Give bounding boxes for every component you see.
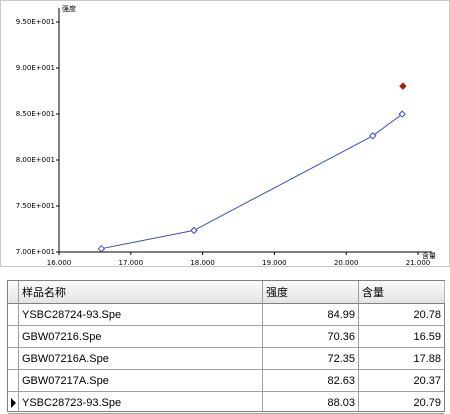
cell-name[interactable]: GBW07216.Spe: [22, 331, 102, 343]
table[interactable]: 样品名称 强度 含量 YSBC28724-93.Spe 84.99 20.78 GBW072…: [8, 281, 445, 414]
cell-value[interactable]: 72.35: [327, 353, 355, 365]
column-header: 样品名称: [22, 285, 66, 299]
cell-name[interactable]: GBW07216A.Spe: [22, 353, 109, 365]
x-tick-label: 20.000: [334, 259, 359, 267]
y-tick-label: 9.50E+001: [16, 18, 55, 26]
data-point: [369, 132, 377, 140]
cell-value[interactable]: 20.79: [413, 397, 441, 409]
cell-value[interactable]: 20.78: [413, 309, 441, 321]
data-point: [190, 226, 198, 235]
cell-value[interactable]: 82.63: [327, 375, 355, 387]
column-header: 含量: [362, 285, 384, 299]
cell-name[interactable]: YSBC28724-93.Spe: [22, 309, 121, 321]
y-tick-label: 8.50E+001: [16, 110, 55, 118]
cell-name[interactable]: YSBC28723-93.Spe: [22, 397, 121, 409]
y-tick-label: 7.50E+001: [16, 202, 55, 210]
cell-value[interactable]: 20.37: [413, 375, 441, 387]
row-indicator: [11, 398, 16, 408]
x-tick-label: 16.000: [47, 259, 72, 267]
cell-value[interactable]: 84.99: [327, 309, 355, 321]
y-tick-label: 9.00E+001: [16, 64, 55, 72]
data-point: [398, 110, 406, 118]
x-tick-label: 21.000: [406, 259, 431, 267]
cell-value[interactable]: 17.88: [413, 353, 441, 365]
cell-value[interactable]: 70.36: [327, 331, 355, 343]
data-point: [97, 244, 106, 253]
y-tick-label: 8.00E+001: [16, 156, 55, 164]
cell-value[interactable]: 88.03: [327, 397, 355, 409]
x-tick-label: 18.000: [190, 259, 215, 267]
header-row: [8, 281, 445, 303]
cell-name[interactable]: GBW07217A.Spe: [22, 375, 109, 387]
x-tick-label: 17.000: [119, 259, 144, 267]
column-header: 强度: [266, 285, 288, 299]
x-tick-label: 19.000: [262, 259, 287, 267]
chart-panel: [0, 0, 450, 267]
x-axis-label: 含量: [422, 251, 436, 260]
line: [101, 113, 403, 250]
y-axis-label: 强度: [62, 4, 76, 13]
y-tick-label: 7.00E+001: [16, 248, 55, 256]
data-point: [399, 82, 407, 90]
cell-value[interactable]: 16.59: [413, 331, 441, 343]
